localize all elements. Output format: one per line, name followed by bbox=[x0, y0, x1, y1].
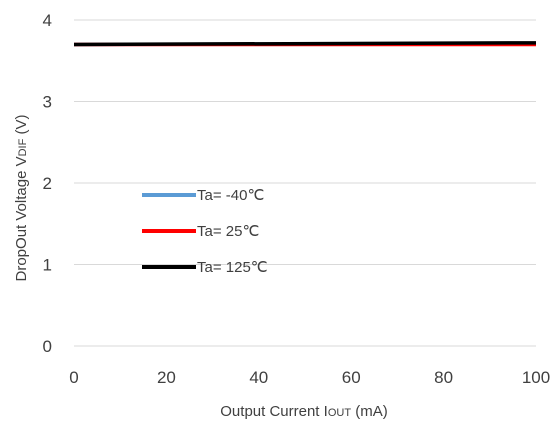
gridlines bbox=[74, 19, 536, 347]
y-tick-label: 4 bbox=[43, 11, 52, 30]
x-tick-label: 100 bbox=[522, 368, 550, 387]
x-tick-label: 40 bbox=[249, 368, 268, 387]
x-tick-label: 60 bbox=[342, 368, 361, 387]
x-tick-label: 20 bbox=[157, 368, 176, 387]
x-tick-label: 0 bbox=[69, 368, 78, 387]
y-axis-label: DropOut Voltage VDIF (V) bbox=[13, 115, 30, 282]
series-lines bbox=[73, 41, 537, 47]
y-axis-ticks: 0 1 2 3 4 bbox=[43, 11, 52, 356]
series-line-3 bbox=[73, 41, 537, 47]
x-axis-ticks: 0 20 40 60 80 100 bbox=[69, 368, 550, 387]
y-tick-label: 0 bbox=[43, 337, 52, 356]
legend: Ta= -40℃ Ta= 25℃ Ta= 125℃ bbox=[142, 187, 268, 276]
legend-label: Ta= -40℃ bbox=[197, 187, 264, 204]
x-axis-label: Output Current IOUT (mA) bbox=[220, 403, 387, 420]
y-tick-label: 3 bbox=[43, 93, 52, 112]
y-tick-label: 2 bbox=[43, 174, 52, 193]
legend-label: Ta= 25℃ bbox=[197, 223, 259, 240]
legend-label: Ta= 125℃ bbox=[197, 259, 268, 276]
y-tick-label: 1 bbox=[43, 256, 52, 275]
x-tick-label: 80 bbox=[434, 368, 453, 387]
